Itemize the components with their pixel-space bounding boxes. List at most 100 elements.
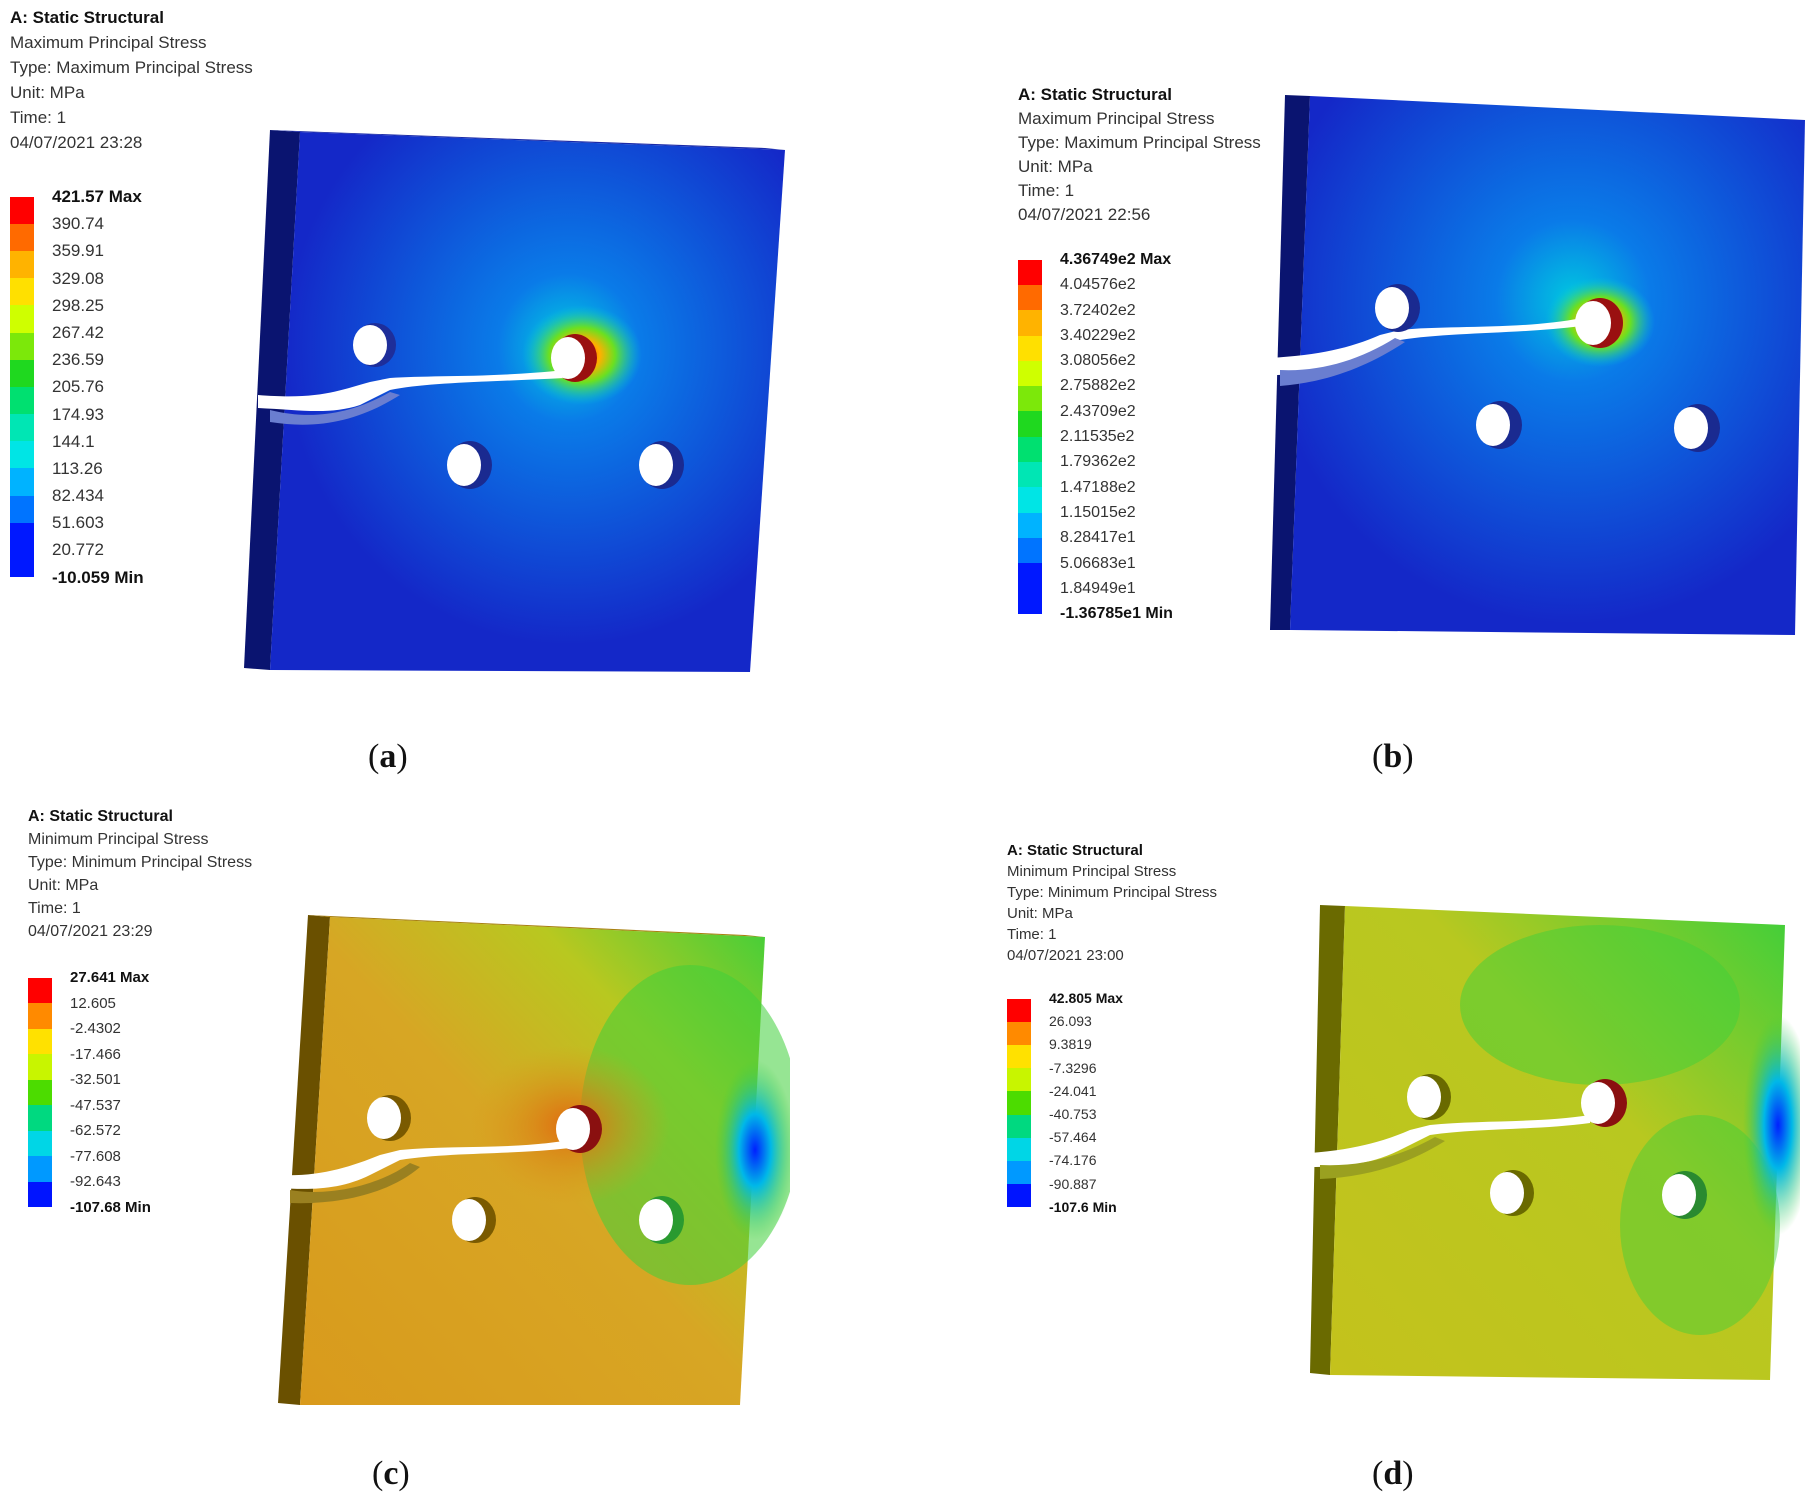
legend-label: 390.74 (52, 214, 104, 234)
legend-label: 205.76 (52, 377, 104, 397)
low-stress-zone (715, 1060, 790, 1240)
panel-d-contour-plot (1310, 905, 1800, 1380)
crack (1310, 1115, 1590, 1167)
legend-label: -77.608 (70, 1147, 121, 1165)
hole (447, 444, 481, 486)
crack-flap (290, 1163, 420, 1204)
hole (1407, 1076, 1441, 1118)
legend-swatch (28, 1003, 52, 1029)
legend-label: -62.572 (70, 1122, 121, 1139)
legend-swatch (1007, 1068, 1031, 1092)
legend-swatch (10, 278, 34, 306)
legend-label: -32.501 (70, 1071, 121, 1088)
legend-swatch (1018, 588, 1042, 614)
legend-label: 329.08 (52, 268, 104, 288)
legend-swatch (10, 414, 34, 442)
legend-swatch (1018, 411, 1042, 437)
plate-top-edge (308, 915, 765, 937)
hole (367, 1097, 401, 1139)
legend-swatch (1007, 998, 1031, 1022)
hole (639, 444, 673, 486)
legend-swatch (1018, 386, 1042, 412)
hole (1674, 407, 1708, 449)
legend-label: 113.26 (52, 458, 103, 478)
legend-swatch (1007, 1044, 1031, 1069)
analysis-title: A: Static Structural (28, 808, 173, 825)
legend-label: 12.605 (70, 994, 116, 1012)
panel-b-contour-plot (1270, 95, 1805, 635)
legend-label: 51.603 (52, 513, 104, 533)
result-time: Time: 1 (28, 900, 81, 917)
green-zone (1620, 1115, 1780, 1335)
legend-swatch (1018, 512, 1042, 538)
analysis-title: A: Static Structural (1007, 842, 1143, 859)
hole (1476, 404, 1510, 446)
legend-label: -74.176 (1049, 1152, 1097, 1169)
legend-swatch (1018, 284, 1042, 311)
caption-letter: d (1383, 1455, 1403, 1492)
legend-label: 9.3819 (1049, 1036, 1092, 1053)
legend-label: 1.47188e2 (1060, 478, 1136, 496)
legend-swatch (28, 977, 52, 1004)
legend-label: 5.06683e1 (1060, 554, 1136, 572)
legend-swatch (1007, 1137, 1031, 1161)
legend-label: 236.59 (52, 350, 104, 370)
result-date: 04/07/2021 23:29 (28, 923, 153, 940)
result-date: 04/07/2021 23:00 (1007, 947, 1124, 964)
legend-swatch (1018, 462, 1042, 488)
crack-flap (1280, 338, 1405, 386)
legend-label: 3.08056e2 (1060, 352, 1136, 370)
legend-min-label: -10.059 Min (52, 567, 144, 587)
low-stress-zone (1743, 1015, 1800, 1235)
legend-label: 1.79362e2 (1060, 453, 1136, 471)
panel-a-contour-plot (244, 130, 785, 672)
legend-label: 2.43709e2 (1060, 402, 1136, 420)
hole (551, 337, 585, 379)
result-type: Type: Minimum Principal Stress (28, 854, 253, 871)
panel-a-caption: (a) (368, 738, 408, 775)
crack (258, 370, 565, 412)
legend-label: -47.537 (70, 1096, 121, 1114)
legend-swatch (1018, 563, 1042, 589)
legend-label: 82.434 (52, 486, 104, 506)
plate-face (270, 132, 785, 672)
legend-swatch (10, 495, 34, 523)
result-time: Time: 1 (1007, 926, 1057, 943)
legend-swatch (10, 305, 34, 333)
result-name: Minimum Principal Stress (28, 831, 209, 848)
legend-max-label: 27.641 Max (70, 969, 150, 986)
legend-swatch (10, 359, 34, 387)
hole (452, 1199, 486, 1241)
legend-swatch (28, 1156, 52, 1182)
legend-swatch (10, 522, 34, 551)
legend-swatch (28, 1105, 52, 1131)
hole (1575, 301, 1611, 345)
legend-swatch (1007, 1091, 1031, 1115)
caption-letter: a (379, 738, 397, 775)
panel-c-header: A: Static Structural Minimum Principal S… (28, 805, 252, 943)
legend-label: 4.04576e2 (1060, 276, 1136, 294)
legend-label: 1.84949e1 (1060, 579, 1136, 597)
legend-min-label: -1.36785e1 Min (1060, 605, 1173, 623)
legend-swatch (28, 1181, 52, 1208)
legend-swatch (1018, 360, 1042, 387)
legend-swatch (10, 223, 34, 251)
crack-flap (270, 392, 400, 425)
result-type: Type: Maximum Principal Stress (10, 58, 253, 77)
hole (1581, 1082, 1615, 1124)
hole (639, 1199, 673, 1241)
legend-swatch (1018, 335, 1042, 361)
result-unit: Unit: MPa (28, 877, 99, 894)
result-name: Minimum Principal Stress (1007, 863, 1177, 880)
result-date: 04/07/2021 22:56 (1018, 205, 1151, 224)
panel-d-header: A: Static Structural Minimum Principal S… (1007, 840, 1217, 966)
panel-d-caption: (d) (1372, 1455, 1414, 1492)
legend-swatch (28, 1054, 52, 1080)
result-date: 04/07/2021 23:28 (10, 133, 143, 152)
hole (556, 1108, 590, 1150)
crack (278, 1140, 570, 1189)
result-name: Maximum Principal Stress (1018, 109, 1215, 128)
legend-label: -2.4302 (70, 1020, 121, 1037)
legend-swatch (10, 468, 34, 496)
result-unit: Unit: MPa (1007, 905, 1073, 922)
